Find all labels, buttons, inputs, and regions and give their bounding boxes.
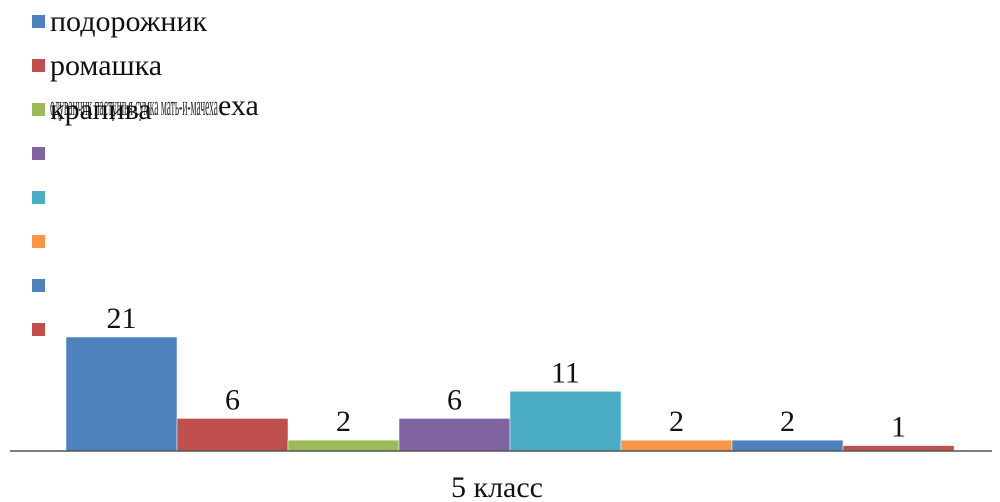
bar-7: [842, 445, 955, 452]
legend-swatch-5: [32, 235, 45, 248]
legend-overlap-tail: еха: [218, 89, 259, 122]
bar-value-label-1: 6: [225, 383, 240, 416]
bar-value-label-3: 6: [447, 383, 462, 416]
legend-swatch-4: [32, 191, 45, 204]
bar-value-label-5: 2: [669, 405, 684, 438]
bar-6: [731, 439, 844, 452]
bar-2: [287, 439, 400, 452]
legend-label-2: крапива: [50, 93, 152, 126]
bar-0: [65, 336, 178, 452]
bar-1: [176, 418, 289, 452]
legend-swatch-3: [32, 147, 45, 160]
legend-label-0: подорожник: [50, 5, 208, 38]
legend-swatch-2: [32, 103, 45, 116]
bar-value-label-4: 11: [551, 356, 580, 389]
legend-swatch-1: [32, 59, 45, 72]
legend-overlap-text: одуванчик пастушья сумка мать-и-мачеха: [50, 90, 218, 122]
bar-4: [509, 391, 622, 452]
bar-value-label-2: 2: [336, 405, 351, 438]
x-category-label: 5 класс: [451, 471, 543, 502]
bar-value-label-0: 21: [107, 302, 137, 335]
legend-swatch-7: [32, 323, 45, 336]
legend-swatch-6: [32, 279, 45, 292]
bar-5: [620, 439, 733, 452]
legend-label-1: ромашка: [50, 49, 162, 82]
bar-value-label-7: 1: [891, 411, 906, 444]
bar-value-label-6: 2: [780, 405, 795, 438]
legend-swatch-0: [32, 15, 45, 28]
bar-3: [398, 418, 511, 452]
